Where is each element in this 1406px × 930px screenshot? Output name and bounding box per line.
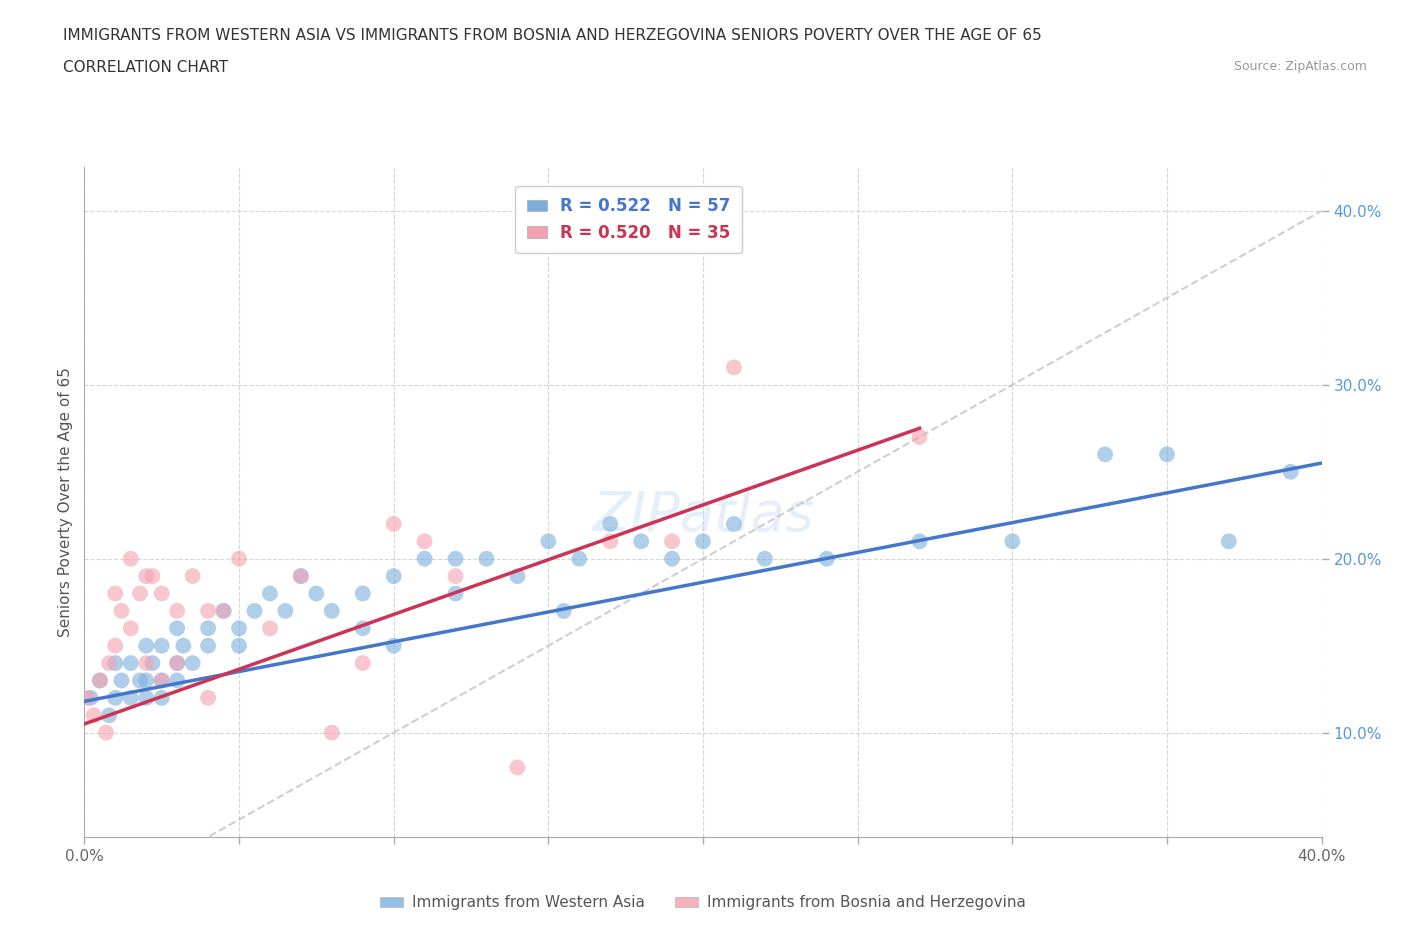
Point <box>661 551 683 566</box>
Point <box>444 551 467 566</box>
Point <box>166 621 188 636</box>
Point <box>89 673 111 688</box>
Point <box>212 604 235 618</box>
Point <box>166 604 188 618</box>
Point <box>908 534 931 549</box>
Point <box>382 638 405 653</box>
Point <box>89 673 111 688</box>
Point <box>166 656 188 671</box>
Point <box>120 621 142 636</box>
Text: ZIPatlas: ZIPatlas <box>592 489 814 542</box>
Point <box>274 604 297 618</box>
Point <box>129 673 152 688</box>
Point <box>382 516 405 531</box>
Point <box>382 568 405 583</box>
Point <box>129 586 152 601</box>
Point <box>120 656 142 671</box>
Point <box>1094 447 1116 462</box>
Point <box>166 656 188 671</box>
Point <box>104 586 127 601</box>
Point <box>506 568 529 583</box>
Point <box>352 586 374 601</box>
Point <box>1001 534 1024 549</box>
Point <box>120 690 142 705</box>
Text: IMMIGRANTS FROM WESTERN ASIA VS IMMIGRANTS FROM BOSNIA AND HERZEGOVINA SENIORS P: IMMIGRANTS FROM WESTERN ASIA VS IMMIGRAN… <box>63 28 1042 43</box>
Point <box>321 604 343 618</box>
Point <box>197 604 219 618</box>
Point <box>150 673 173 688</box>
Text: Source: ZipAtlas.com: Source: ZipAtlas.com <box>1233 60 1367 73</box>
Point <box>1156 447 1178 462</box>
Point <box>150 673 173 688</box>
Point <box>506 760 529 775</box>
Point <box>135 638 157 653</box>
Point <box>181 656 204 671</box>
Point <box>98 708 121 723</box>
Point <box>599 534 621 549</box>
Point <box>444 568 467 583</box>
Point <box>150 638 173 653</box>
Point <box>228 621 250 636</box>
Point <box>110 673 132 688</box>
Point <box>692 534 714 549</box>
Y-axis label: Seniors Poverty Over the Age of 65: Seniors Poverty Over the Age of 65 <box>58 367 73 637</box>
Point <box>321 725 343 740</box>
Point <box>197 621 219 636</box>
Point <box>141 568 163 583</box>
Point <box>166 673 188 688</box>
Point <box>537 534 560 549</box>
Point <box>83 708 105 723</box>
Point <box>197 638 219 653</box>
Point <box>228 551 250 566</box>
Point <box>243 604 266 618</box>
Point <box>908 430 931 445</box>
Point <box>212 604 235 618</box>
Point <box>754 551 776 566</box>
Point <box>475 551 498 566</box>
Point <box>630 534 652 549</box>
Text: CORRELATION CHART: CORRELATION CHART <box>63 60 228 75</box>
Point <box>172 638 194 653</box>
Point <box>79 690 101 705</box>
Point <box>150 690 173 705</box>
Point <box>352 656 374 671</box>
Point <box>413 534 436 549</box>
Point <box>352 621 374 636</box>
Point <box>599 516 621 531</box>
Point <box>259 586 281 601</box>
Point <box>181 568 204 583</box>
Point <box>98 656 121 671</box>
Point <box>104 638 127 653</box>
Point <box>135 690 157 705</box>
Point <box>135 568 157 583</box>
Point <box>104 690 127 705</box>
Point <box>553 604 575 618</box>
Point <box>76 690 98 705</box>
Point <box>661 534 683 549</box>
Point <box>444 586 467 601</box>
Point <box>1279 464 1302 479</box>
Point <box>413 551 436 566</box>
Point <box>228 638 250 653</box>
Point <box>94 725 117 740</box>
Point <box>135 673 157 688</box>
Point <box>150 586 173 601</box>
Point <box>141 656 163 671</box>
Point <box>568 551 591 566</box>
Legend: R = 0.522   N = 57, R = 0.520   N = 35: R = 0.522 N = 57, R = 0.520 N = 35 <box>515 186 742 254</box>
Point <box>723 516 745 531</box>
Point <box>723 360 745 375</box>
Point <box>815 551 838 566</box>
Point <box>259 621 281 636</box>
Point <box>305 586 328 601</box>
Point <box>197 690 219 705</box>
Point <box>290 568 312 583</box>
Point <box>104 656 127 671</box>
Point <box>110 604 132 618</box>
Point <box>135 656 157 671</box>
Point <box>290 568 312 583</box>
Point <box>1218 534 1240 549</box>
Point <box>120 551 142 566</box>
